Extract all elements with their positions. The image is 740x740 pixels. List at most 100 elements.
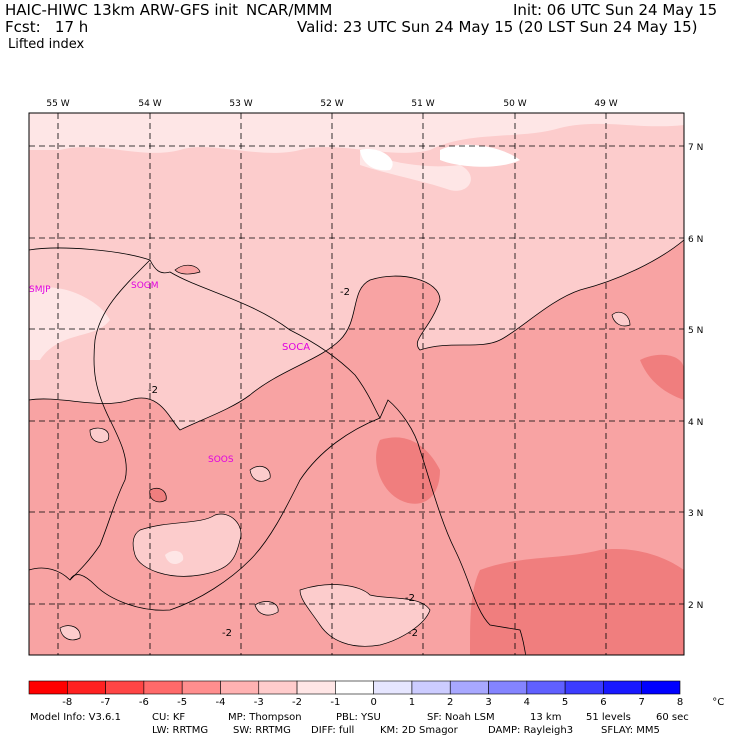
sf-scheme: SF: Noah LSM [427, 712, 495, 723]
field-name: Lifted index [8, 37, 85, 52]
forecast-hour: Fcst: 17 h [5, 18, 89, 36]
field-pale-inner [165, 550, 184, 565]
lat-label-3n: 3 N [688, 509, 703, 519]
model-title: HAIC-HIWC 13km ARW-GFS init [5, 1, 239, 19]
colorbar-label: -1 [330, 697, 341, 708]
lat-label-6n: 6 N [688, 235, 703, 245]
field-light-patch [254, 601, 279, 616]
colorbar-swatch [105, 680, 145, 695]
model-info: Model Info: V3.6.1 [30, 712, 121, 723]
station-soca: SOCA [282, 342, 310, 353]
field-pale-patch-west [30, 287, 110, 360]
colorbar-label: 7 [638, 697, 645, 708]
colorbar-swatch [258, 680, 298, 695]
station-soos: SOOS [208, 455, 234, 465]
colorbar-label: -2 [292, 697, 303, 708]
colorbar-swatch [488, 680, 528, 695]
colorbar-swatch [66, 680, 106, 695]
colorbar-swatch [143, 680, 183, 695]
contour-label: -2 [340, 287, 350, 298]
km-scheme: KM: 2D Smagor [380, 725, 458, 736]
colorbar-swatch [220, 680, 260, 695]
field-mid-patch [174, 264, 201, 275]
map-field [29, 113, 684, 655]
field-white-patch [440, 144, 520, 167]
sw-scheme: SW: RRTMG [233, 725, 291, 736]
station-sogm: SOGM [131, 281, 159, 291]
colorbar-label: 6 [600, 697, 607, 708]
colorbar-swatch [181, 680, 221, 695]
field-light-patch [249, 466, 271, 482]
mp-scheme: MP: Thompson [228, 712, 302, 723]
lon-label-50w: 50 W [503, 99, 526, 109]
init-time: Init: 06 UTC Sun 24 May 15 [513, 1, 718, 19]
field-light-south [299, 584, 431, 647]
map-frame [28, 112, 685, 656]
lat-lon-grid [29, 113, 684, 655]
colorbar-label: 2 [447, 697, 454, 708]
colorbar-label: -7 [100, 697, 111, 708]
sflay-scheme: SFLAY: MM5 [601, 725, 660, 736]
contour-label: -2 [148, 385, 158, 396]
lat-label-4n: 4 N [688, 418, 703, 428]
colorbar-label: 3 [485, 697, 492, 708]
colorbar-label: 0 [370, 697, 377, 708]
colorbar-label: 5 [561, 697, 569, 708]
lat-label-5n: 5 N [688, 326, 703, 336]
field-dark-patch-se [470, 549, 684, 655]
colorbar-label: 1 [408, 697, 416, 708]
lat-label-7n: 7 N [688, 143, 703, 153]
contour-label: -2 [405, 593, 415, 604]
colorbar-swatch [335, 680, 374, 695]
field-light-patch [89, 427, 110, 443]
colorbar-label: -4 [215, 697, 226, 708]
contour-line-minus2 [29, 239, 684, 431]
colorbar-swatch [564, 680, 604, 695]
field-pale-region-north [29, 113, 684, 153]
valid-time: Valid: 23 UTC Sun 24 May 15 (20 LST Sun … [297, 18, 698, 36]
colorbar-label: 8 [676, 697, 684, 708]
diff-scheme: DIFF: full [311, 725, 355, 736]
lon-label-52w: 52 W [320, 99, 343, 109]
lon-label-53w: 53 W [229, 99, 252, 109]
lon-label-55w: 55 W [46, 99, 69, 109]
lat-label-2n: 2 N [688, 601, 703, 611]
colorbar-label: 4 [523, 697, 530, 708]
colorbar-swatch [526, 680, 566, 695]
damp-scheme: DAMP: Rayleigh3 [488, 725, 574, 736]
field-light-patch [59, 625, 81, 641]
colorbar-label: °C [712, 697, 725, 708]
colorbar-swatch [449, 680, 489, 695]
cu-scheme: CU: KF [152, 712, 186, 723]
colorbar-swatch [28, 680, 68, 695]
pbl-scheme: PBL: YSU [336, 712, 381, 723]
colorbar-swatch [296, 680, 336, 695]
colorbar-swatch [603, 680, 643, 695]
field-white-patch [360, 149, 393, 171]
colorbar [28, 680, 681, 695]
contour-label: -2 [222, 628, 232, 639]
border-suriname-guiana [69, 417, 381, 611]
field-dark-patch [149, 487, 167, 503]
field-dark-patch-east [640, 354, 684, 400]
colorbar-swatch [373, 680, 413, 695]
lon-label-54w: 54 W [138, 99, 161, 109]
colorbar-label: -3 [253, 697, 264, 708]
resolution: 13 km [530, 712, 562, 723]
field-dark-patch [376, 437, 440, 504]
colorbar-label: -8 [62, 697, 73, 708]
field-light-patch [611, 311, 631, 327]
coastline [29, 247, 527, 655]
colorbar-label: -5 [177, 697, 188, 708]
colorbar-swatch [411, 680, 451, 695]
colorbar-label: -6 [138, 697, 149, 708]
colorbar-swatch [641, 680, 681, 695]
timestep: 60 sec [656, 712, 689, 723]
lon-label-49w: 49 W [594, 99, 617, 109]
org-label: NCAR/MMM [246, 1, 333, 19]
contour-label: -2 [408, 628, 418, 639]
lw-scheme: LW: RRTMG [152, 725, 209, 736]
lon-label-51w: 51 W [411, 99, 434, 109]
vertical-levels: 51 levels [586, 712, 631, 723]
